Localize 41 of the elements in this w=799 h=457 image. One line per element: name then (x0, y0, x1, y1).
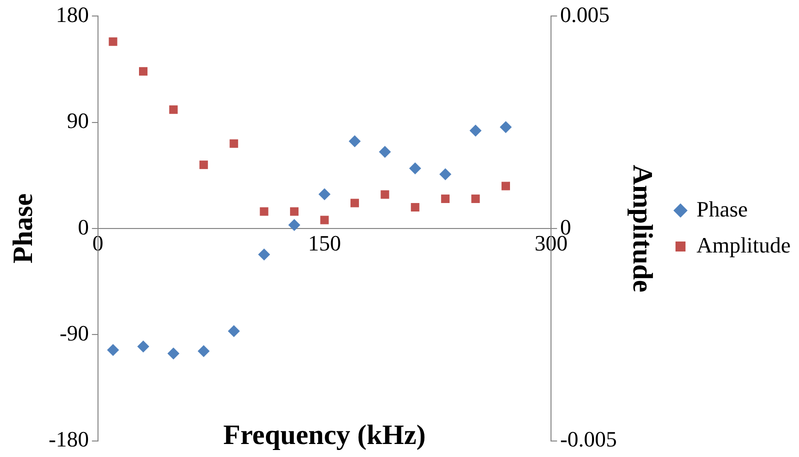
point (258, 248, 270, 260)
y-axis-title: Phase (8, 194, 40, 264)
point (288, 218, 300, 231)
point (470, 124, 482, 137)
point (318, 188, 330, 200)
point (350, 198, 359, 208)
y2-tick-label: -0.005 (560, 426, 617, 452)
point (439, 168, 452, 180)
y-tick-label: 180 (56, 2, 89, 27)
point (441, 194, 450, 204)
legend-label: Amplitude (696, 232, 791, 258)
point (169, 105, 178, 114)
point (348, 135, 361, 148)
y-tick-label: -90 (60, 320, 89, 346)
y-tick-label: 90 (66, 108, 89, 134)
point (320, 216, 329, 224)
point (107, 344, 120, 356)
point (260, 207, 268, 216)
point (409, 162, 422, 174)
point (137, 340, 150, 352)
x-tick-label: 150 (308, 230, 341, 256)
point (378, 146, 391, 158)
point (108, 37, 118, 46)
y-tick-label: -180 (48, 426, 89, 452)
point (198, 345, 210, 358)
point (410, 203, 420, 212)
point (228, 325, 240, 338)
point (139, 67, 148, 76)
point (230, 139, 238, 148)
x-axis-title: Frequency (kHz) (223, 420, 426, 452)
point (500, 121, 512, 134)
point (167, 348, 180, 360)
point (380, 190, 390, 199)
legend-label: Phase (696, 196, 748, 222)
point (471, 194, 480, 204)
point (199, 160, 208, 170)
y2-tick-label: 0.005 (560, 2, 610, 27)
y-tick-label: 0 (78, 214, 89, 240)
y2-axis-title: Amplitude (626, 164, 658, 292)
point (502, 182, 510, 190)
point (290, 207, 299, 216)
